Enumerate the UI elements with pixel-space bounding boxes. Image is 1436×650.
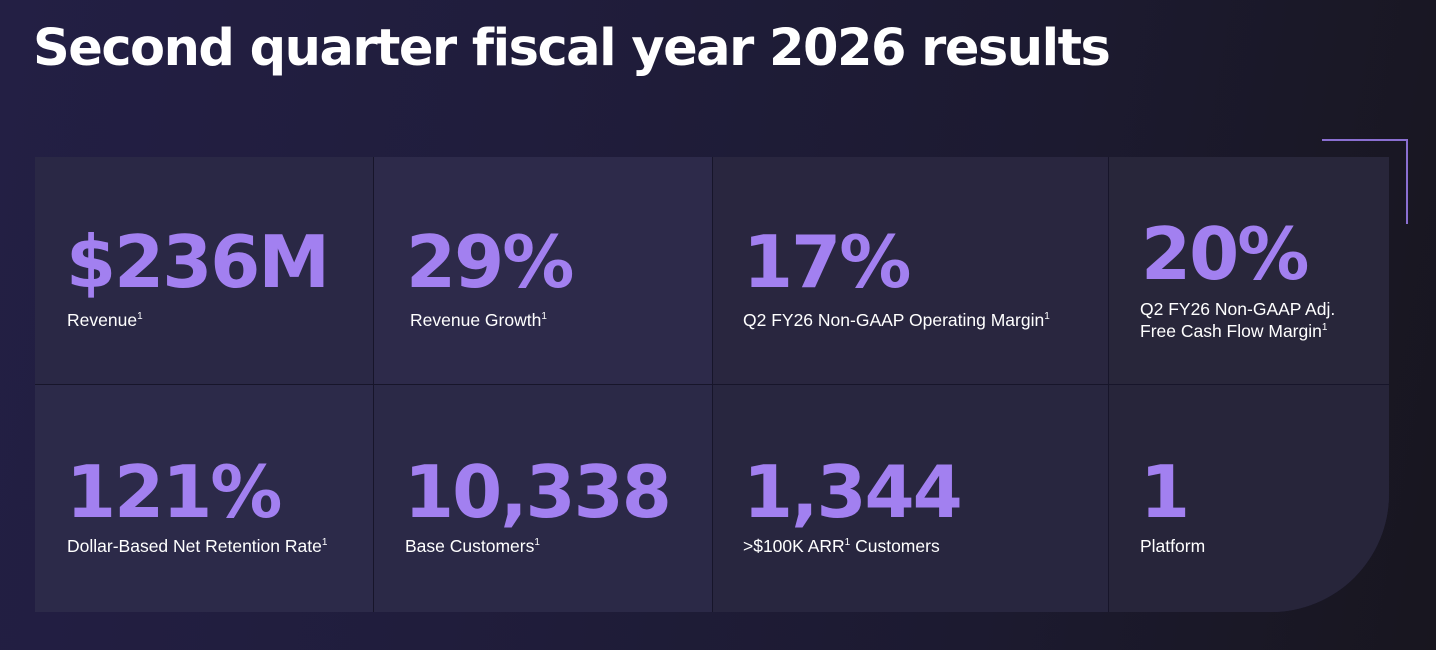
metric-value: $236M [66, 220, 330, 304]
metric-label-text: Platform [1140, 536, 1206, 556]
footnote-marker: 1 [844, 537, 851, 548]
metric-label: Q2 FY26 Non-GAAP Operating Margin1 [743, 309, 1050, 331]
metric-value: 1,344 [743, 450, 963, 534]
corner-accent-decoration [1322, 139, 1408, 224]
metric-card-net-retention: 121% Dollar-Based Net Retention Rate1 [35, 385, 374, 612]
metric-label: Platform [1140, 535, 1205, 557]
metric-label: Revenue1 [67, 309, 143, 331]
metric-label: Base Customers1 [405, 535, 540, 557]
metric-label-text: >$100K ARR [743, 536, 845, 556]
metric-card-revenue-growth: 29% Revenue Growth1 [374, 157, 713, 385]
footnote-marker: 1 [137, 311, 143, 322]
metric-value: 1 [1140, 450, 1190, 534]
footnote-marker: 1 [534, 537, 540, 548]
metric-label-line: Free Cash Flow Margin1 [1140, 320, 1335, 342]
metric-value: 17% [743, 220, 911, 304]
metric-card-100k-arr-customers: 1,344 >$100K ARR1 Customers [713, 385, 1109, 612]
metrics-grid: $236M Revenue1 29% Revenue Growth1 17% Q… [35, 157, 1389, 612]
metric-card-free-cash-flow-margin: 20% Q2 FY26 Non-GAAP Adj. Free Cash Flow… [1109, 157, 1389, 385]
metric-label-text: Base Customers [405, 536, 535, 556]
metric-value: 20% [1141, 212, 1309, 296]
metric-value: 121% [66, 450, 282, 534]
metric-label: Q2 FY26 Non-GAAP Adj. Free Cash Flow Mar… [1140, 298, 1335, 342]
footnote-marker: 1 [1044, 311, 1050, 322]
metric-label-text: Revenue [67, 310, 138, 330]
metric-label-text: Revenue Growth [410, 310, 542, 330]
metric-label-text: Free Cash Flow Margin [1140, 321, 1322, 341]
footnote-marker: 1 [321, 537, 328, 548]
metric-label: >$100K ARR1 Customers [743, 535, 940, 557]
metric-card-base-customers: 10,338 Base Customers1 [374, 385, 713, 612]
metric-label: Dollar-Based Net Retention Rate1 [67, 535, 327, 557]
metric-value: 10,338 [404, 450, 672, 534]
metric-value: 29% [406, 220, 574, 304]
metric-label-text: Customers [850, 536, 940, 556]
page-title: Second quarter fiscal year 2026 results [33, 19, 1111, 78]
metric-label: Revenue Growth1 [410, 309, 547, 331]
metric-label-text: Dollar-Based Net Retention Rate [67, 536, 322, 556]
footnote-marker: 1 [541, 311, 547, 322]
metric-card-platform: 1 Platform [1109, 385, 1389, 612]
metric-label-text: Q2 FY26 Non-GAAP Operating Margin [743, 310, 1045, 330]
metric-card-operating-margin: 17% Q2 FY26 Non-GAAP Operating Margin1 [713, 157, 1109, 385]
metric-card-revenue: $236M Revenue1 [35, 157, 374, 385]
footnote-marker: 1 [1321, 322, 1328, 333]
metric-label-line: Q2 FY26 Non-GAAP Adj. [1140, 299, 1336, 319]
